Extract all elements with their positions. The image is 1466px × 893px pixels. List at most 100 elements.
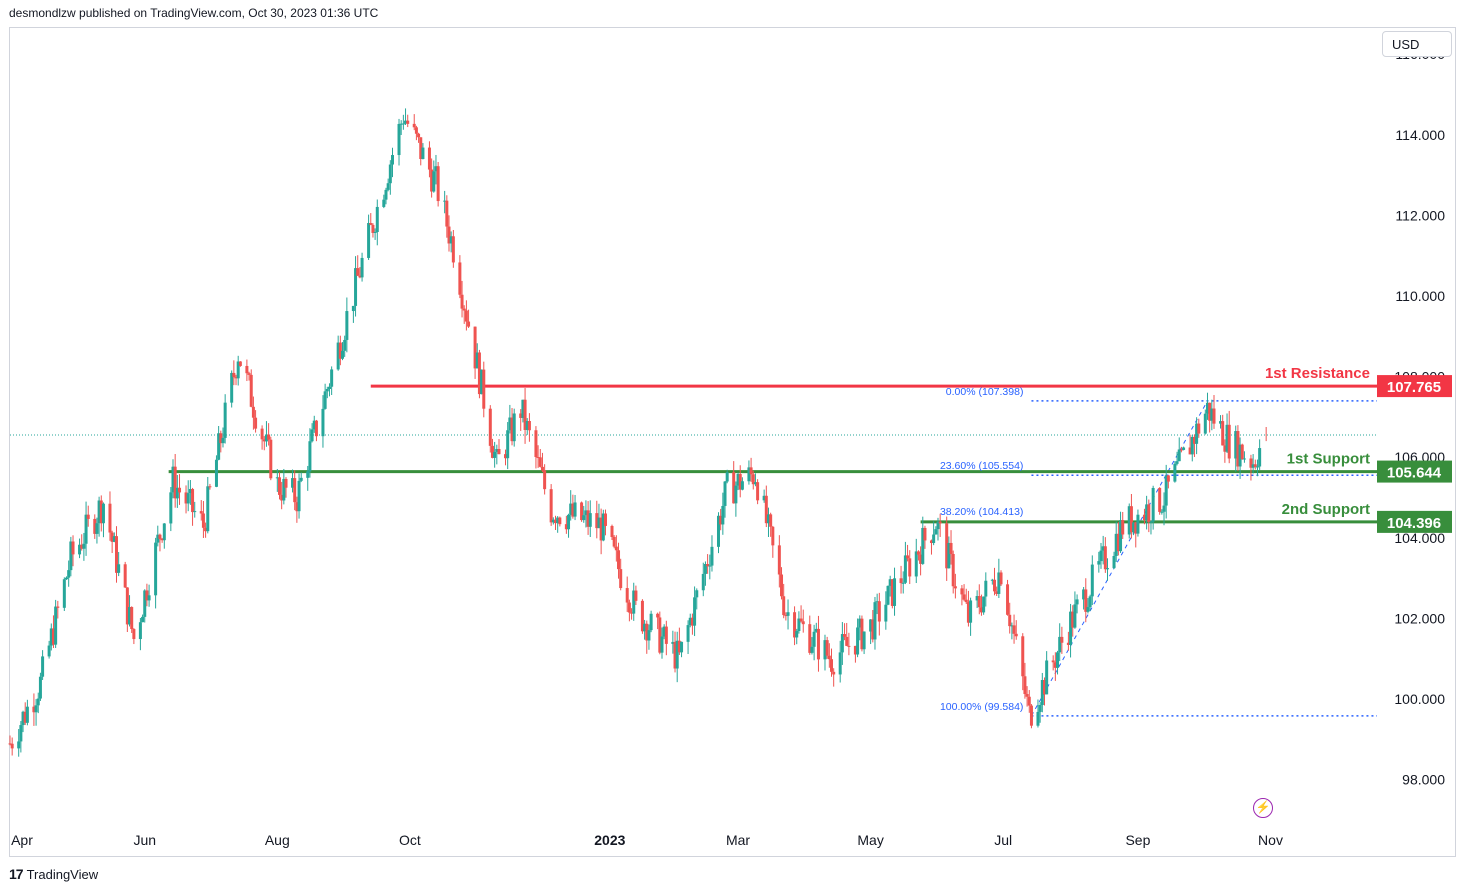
candle-body xyxy=(269,439,273,479)
candle-body xyxy=(1040,680,1044,705)
candle-body xyxy=(1173,463,1177,482)
candle-body xyxy=(1223,445,1227,452)
candle-body xyxy=(384,189,388,200)
candle-body xyxy=(488,408,492,446)
candle-body xyxy=(147,595,151,601)
candle-body xyxy=(645,623,649,641)
x-tick-label: May xyxy=(857,832,883,848)
candle-body xyxy=(275,477,279,479)
candle-body xyxy=(49,628,53,646)
candle-body xyxy=(277,477,281,495)
candle-body xyxy=(617,550,621,570)
candle-body xyxy=(188,488,192,494)
candle-body xyxy=(777,545,781,575)
candle-body xyxy=(204,527,208,532)
candle-body xyxy=(312,420,316,430)
candle-body xyxy=(154,542,158,596)
candle-body xyxy=(219,433,223,444)
candle-body xyxy=(267,434,271,440)
candle-body xyxy=(919,554,923,564)
candle-body xyxy=(1082,589,1086,600)
y-tick-label: 112.000 xyxy=(1395,207,1445,223)
candle-body xyxy=(141,616,145,623)
candle-body xyxy=(1145,504,1149,521)
candle-body xyxy=(1132,522,1136,533)
candle-body xyxy=(25,706,29,723)
candle-body xyxy=(771,526,775,546)
candle-body xyxy=(464,310,468,322)
candle-body xyxy=(632,590,636,614)
candle-body xyxy=(406,120,410,124)
fib-level-label: 38.20% (104.413) xyxy=(940,506,1023,518)
level-price-tag-text: 104.396 xyxy=(1387,515,1441,532)
candle-body xyxy=(293,478,297,503)
fib-level-label: 100.00% (99.584) xyxy=(940,701,1023,713)
x-tick-label: Aug xyxy=(265,832,290,848)
candle-body xyxy=(158,534,162,539)
candle-body xyxy=(475,352,479,369)
candle-body xyxy=(191,488,195,513)
candle-body xyxy=(736,473,740,486)
candle-body xyxy=(780,574,784,597)
candle-body xyxy=(786,612,790,616)
candle-body xyxy=(101,503,105,524)
candle-body xyxy=(1190,436,1194,455)
candle-body xyxy=(853,645,857,655)
level-price-tag xyxy=(1377,375,1452,398)
candle-body xyxy=(1088,596,1092,608)
candle-body xyxy=(1023,676,1027,695)
tradingview-footer[interactable]: 17 TradingView xyxy=(9,866,98,882)
level-price-tag xyxy=(1377,460,1452,483)
candle-body xyxy=(69,541,73,571)
candle-body xyxy=(686,625,690,642)
candle-body xyxy=(890,579,894,606)
candle-body xyxy=(221,437,225,444)
candle-body xyxy=(467,321,471,327)
candle-body xyxy=(345,311,349,340)
candles-layer xyxy=(8,108,1267,757)
candle-body xyxy=(390,155,394,165)
candle-body xyxy=(1101,546,1105,551)
candle-body xyxy=(558,517,562,525)
candle-body xyxy=(497,448,501,455)
candle-body xyxy=(934,529,938,535)
candle-body xyxy=(117,564,121,573)
candle-body xyxy=(1212,408,1216,424)
candle-body xyxy=(351,305,355,312)
candle-body xyxy=(1086,607,1090,612)
candle-body xyxy=(564,524,568,530)
candle-body xyxy=(169,492,173,524)
candle-body xyxy=(769,514,773,527)
candle-body xyxy=(732,472,736,504)
candle-body xyxy=(449,236,453,244)
candle-body xyxy=(251,406,255,418)
candle-body xyxy=(1210,408,1214,421)
candle-body xyxy=(445,200,449,227)
lightning-icon[interactable]: ⚡ xyxy=(1253,798,1273,818)
candle-body xyxy=(856,627,860,655)
candle-body xyxy=(551,519,555,523)
candle-body xyxy=(634,590,638,601)
candle-body xyxy=(112,536,116,542)
candle-body xyxy=(797,618,801,631)
candle-body xyxy=(199,511,203,514)
candle-body xyxy=(597,517,601,529)
candle-body xyxy=(414,127,418,134)
candle-body xyxy=(1149,521,1153,523)
candle-body xyxy=(1038,704,1042,712)
candle-body xyxy=(1166,475,1170,482)
candle-body xyxy=(860,618,864,650)
candle-body xyxy=(1179,449,1183,451)
candle-body xyxy=(1106,568,1110,570)
currency-selector[interactable]: USD xyxy=(1382,31,1452,57)
candle-body xyxy=(719,515,723,525)
candle-body xyxy=(916,551,920,555)
candle-body xyxy=(823,640,827,660)
y-tick-label: 110.000 xyxy=(1395,288,1445,304)
candle-body xyxy=(947,542,951,569)
candle-body xyxy=(1255,466,1259,468)
candle-body xyxy=(816,628,820,660)
fib-level-label: 0.00% (107.398) xyxy=(946,386,1024,398)
candle-body xyxy=(373,232,377,234)
